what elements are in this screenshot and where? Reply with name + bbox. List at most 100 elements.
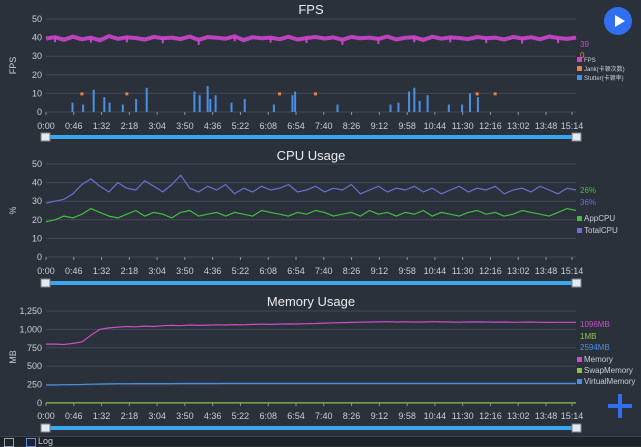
expand-icon[interactable] <box>4 438 14 447</box>
x-tick-label: 0:00 <box>37 121 55 131</box>
x-tick-label: 13:02 <box>507 121 530 131</box>
x-tick-label: 3:04 <box>148 121 166 131</box>
stutter-bar <box>413 87 416 112</box>
legend-swatch <box>577 368 582 373</box>
x-tick-label: 9:12 <box>371 121 389 131</box>
x-tick-label: 12:16 <box>479 121 502 131</box>
y-tick-label: 10 <box>32 233 42 243</box>
x-tick-label: 2:18 <box>121 411 139 421</box>
x-tick-label: 13:02 <box>507 411 530 421</box>
stutter-bar <box>193 91 196 112</box>
x-tick-label: 10:44 <box>424 121 447 131</box>
x-tick-label: 6:08 <box>259 266 277 276</box>
legend-label: AppCPU <box>584 214 615 223</box>
y-tick-label: 20 <box>32 70 42 80</box>
stutter-bar <box>82 104 85 112</box>
add-button[interactable] <box>606 392 634 420</box>
stutter-bar <box>135 98 138 112</box>
x-tick-label: 11:30 <box>452 411 474 421</box>
plus-icon <box>608 394 632 418</box>
current-value-label: 1096MB <box>580 320 610 329</box>
y-tick-label: 0 <box>37 398 42 408</box>
y-tick-label: 30 <box>32 51 42 61</box>
play-button[interactable] <box>604 7 632 35</box>
x-tick-label: 13:48 <box>535 411 558 421</box>
x-tick-label: 3:50 <box>176 121 194 131</box>
stutter-bar <box>389 104 392 112</box>
x-tick-label: 15:14 <box>561 121 584 131</box>
x-tick-label: 5:22 <box>232 411 250 421</box>
stutter-bar <box>108 102 111 112</box>
stutter-bar <box>214 95 217 112</box>
x-tick-label: 15:14 <box>561 411 584 421</box>
stutter-bar <box>291 95 294 112</box>
y-axis-label: % <box>8 206 18 214</box>
stutter-bar <box>243 98 246 112</box>
x-tick-label: 9:58 <box>398 121 416 131</box>
x-tick-label: 6:08 <box>259 121 277 131</box>
y-tick-label: 50 <box>32 14 42 24</box>
stutter-bar <box>426 95 429 112</box>
x-tick-label: 0:46 <box>65 266 83 276</box>
log-label: Log <box>38 436 54 446</box>
legend-swatch <box>577 357 582 362</box>
x-tick-label: 0:00 <box>37 266 55 276</box>
stutter-bar <box>206 85 209 112</box>
stutter-bar <box>408 91 411 112</box>
chart-title: CPU Usage <box>277 148 346 163</box>
x-tick-label: 9:12 <box>371 411 389 421</box>
x-tick-label: 11:30 <box>452 266 474 276</box>
slider-handle-left <box>40 132 51 142</box>
x-tick-label: 2:18 <box>121 266 139 276</box>
y-tick-label: 40 <box>32 178 42 188</box>
legend-swatch <box>577 75 582 80</box>
x-tick-label: 13:48 <box>535 121 558 131</box>
x-tick-label: 9:58 <box>398 266 416 276</box>
y-tick-label: 40 <box>32 33 42 43</box>
legend-swatch <box>577 57 582 62</box>
x-tick-label: 0:00 <box>37 411 55 421</box>
current-value-label: 39 <box>580 40 589 49</box>
stutter-bar <box>447 104 450 112</box>
x-tick-label: 3:50 <box>176 266 194 276</box>
time-range-slider <box>46 135 576 139</box>
x-tick-label: 3:50 <box>176 411 194 421</box>
x-tick-label: 0:46 <box>65 121 83 131</box>
stutter-bar <box>272 104 275 112</box>
legend-label: TotalCPU <box>584 226 618 235</box>
x-tick-label: 13:02 <box>507 266 530 276</box>
x-tick-label: 9:12 <box>371 266 389 276</box>
legend-swatch <box>577 216 582 221</box>
stutter-bar <box>230 102 233 112</box>
series-line-totalcpu <box>45 174 577 204</box>
x-tick-label: 1:32 <box>93 266 111 276</box>
stutter-bar <box>71 102 74 112</box>
series-line-fps <box>45 34 577 43</box>
x-tick-label: 13:48 <box>535 266 558 276</box>
stutter-bar <box>103 97 106 112</box>
y-tick-label: 750 <box>27 343 42 353</box>
x-tick-label: 0:46 <box>65 411 83 421</box>
x-tick-label: 2:18 <box>121 121 139 131</box>
slider-handle-left <box>40 278 51 288</box>
x-tick-label: 10:44 <box>424 266 447 276</box>
legend-swatch <box>577 66 582 71</box>
y-axis-label: MB <box>8 350 18 364</box>
stutter-bar <box>121 104 124 112</box>
series-line-virtualmemory <box>46 382 576 386</box>
legend-label: Memory <box>584 355 613 364</box>
x-tick-label: 3:04 <box>148 411 166 421</box>
legend-label: FPS <box>584 58 596 64</box>
current-value-label: 36% <box>580 198 596 207</box>
x-tick-label: 4:36 <box>204 266 222 276</box>
current-value-label: 1MB <box>580 332 596 341</box>
x-tick-label: 3:04 <box>148 266 166 276</box>
log-checkbox[interactable] <box>26 438 36 447</box>
legend-swatch <box>577 228 582 233</box>
footer-bar <box>0 436 641 446</box>
x-tick-label: 4:36 <box>204 121 222 131</box>
x-tick-label: 6:54 <box>287 121 305 131</box>
x-tick-label: 7:40 <box>315 121 333 131</box>
slider-handle-right <box>571 278 582 288</box>
